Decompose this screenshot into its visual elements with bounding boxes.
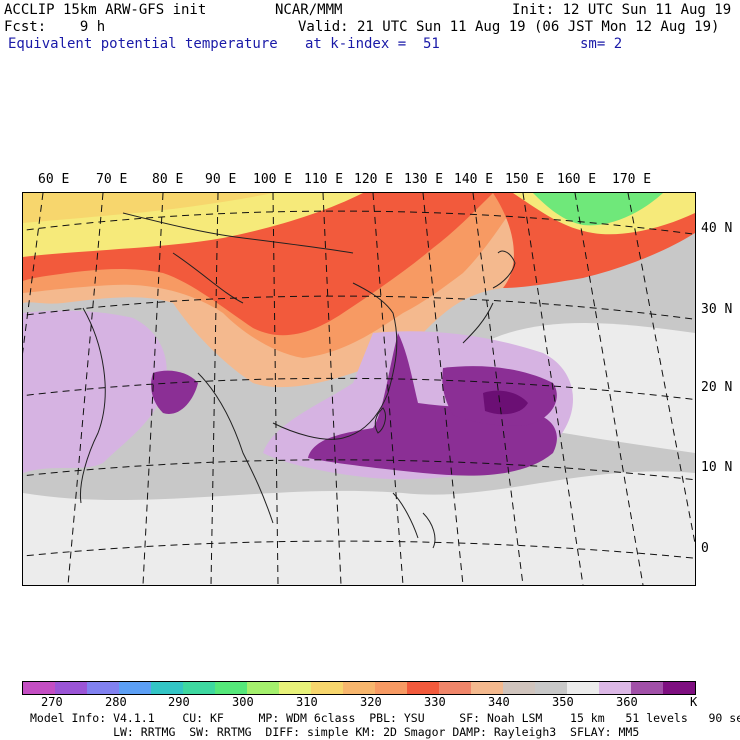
colorbar-swatch: [631, 682, 663, 694]
model-info-line1: Model Info: V4.1.1 CU: KF MP: WDM 6class…: [30, 711, 740, 725]
forecast-hour: Fcst: 9 h: [4, 19, 106, 35]
lon-label: 90 E: [205, 172, 237, 187]
cyclone-core: [483, 390, 528, 415]
graticule: [23, 193, 695, 585]
light-field-south: [23, 471, 695, 585]
model-info-line2: LW: RRTMG SW: RRTMG DIFF: simple KM: 2D …: [30, 725, 640, 739]
coastline-taiwan: [374, 407, 386, 434]
colorbar-tick: 280: [105, 695, 127, 709]
lon-label: 60 E: [38, 172, 70, 187]
lon-label: 160 E: [557, 172, 597, 187]
colorbar-tick: 270: [41, 695, 63, 709]
purple-band: [308, 333, 557, 476]
colorbar-swatch: [439, 682, 471, 694]
init-time: Init: 12 UTC Sun 11 Aug 19: [512, 2, 732, 18]
lat-label: 30 N: [701, 302, 733, 317]
level-index: at k-index = 51: [305, 36, 440, 52]
colorbar-swatch: [279, 682, 311, 694]
colorbar-swatch: [215, 682, 247, 694]
coastline-mainland: [79, 282, 398, 524]
colorbar-swatch: [183, 682, 215, 694]
colorbar-tick: 310: [296, 695, 318, 709]
colorbar-swatch: [567, 682, 599, 694]
country-borders: [122, 212, 354, 304]
green-patch: [533, 193, 663, 226]
lon-label: 80 E: [152, 172, 184, 187]
colorbar-swatch: [503, 682, 535, 694]
lat-label: 0: [701, 541, 709, 556]
yellow-band-inner: [23, 193, 273, 223]
colorbar-swatch: [311, 682, 343, 694]
colorbar-tick: 360: [616, 695, 638, 709]
colorbar-swatch: [375, 682, 407, 694]
purple-bay-of-bengal: [151, 370, 198, 414]
colorbar-swatch: [407, 682, 439, 694]
colorbar-swatch: [55, 682, 87, 694]
colorbar-swatch: [599, 682, 631, 694]
colorbar-swatch: [663, 682, 695, 694]
lon-label: 100 E: [253, 172, 293, 187]
colorbar-tick: 340: [488, 695, 510, 709]
colorbar-tick: 320: [360, 695, 382, 709]
lilac-india: [23, 310, 167, 473]
valid-time: Valid: 21 UTC Sun 11 Aug 19 (06 JST Mon …: [298, 19, 720, 35]
model-title: ACCLIP 15km ARW-GFS init: [4, 2, 207, 18]
colorbar: [22, 681, 696, 695]
coastline-philippines: [392, 492, 436, 549]
lon-label: 130 E: [404, 172, 444, 187]
lat-label: 20 N: [701, 380, 733, 395]
colorbar-tick: 290: [168, 695, 190, 709]
colorbar-swatch: [471, 682, 503, 694]
org-label: NCAR/MMM: [275, 2, 343, 18]
colorbar-unit: K: [690, 695, 698, 709]
lat-label: 10 N: [701, 460, 733, 475]
coastline-japan: [462, 250, 516, 344]
colorbar-swatch: [119, 682, 151, 694]
colorbar-swatch: [535, 682, 567, 694]
lon-label: 170 E: [612, 172, 652, 187]
colorbar-swatch: [343, 682, 375, 694]
smoothing-label: sm= 2: [580, 36, 623, 52]
lon-label: 70 E: [96, 172, 128, 187]
lon-label: 120 E: [354, 172, 394, 187]
colorbar-tick: 300: [232, 695, 254, 709]
lon-label: 110 E: [304, 172, 344, 187]
lon-label: 150 E: [505, 172, 545, 187]
map-panel: [22, 192, 696, 586]
colorbar-tick: 350: [552, 695, 574, 709]
colorbar-swatch: [247, 682, 279, 694]
colorbar-swatch: [151, 682, 183, 694]
lat-label: 40 N: [701, 221, 733, 236]
field-name: Equivalent potential temperature: [8, 36, 278, 52]
colorbar-swatch: [23, 682, 55, 694]
theta-e-field: [23, 193, 695, 585]
colorbar-swatch: [87, 682, 119, 694]
lon-label: 140 E: [454, 172, 494, 187]
colorbar-tick: 330: [424, 695, 446, 709]
